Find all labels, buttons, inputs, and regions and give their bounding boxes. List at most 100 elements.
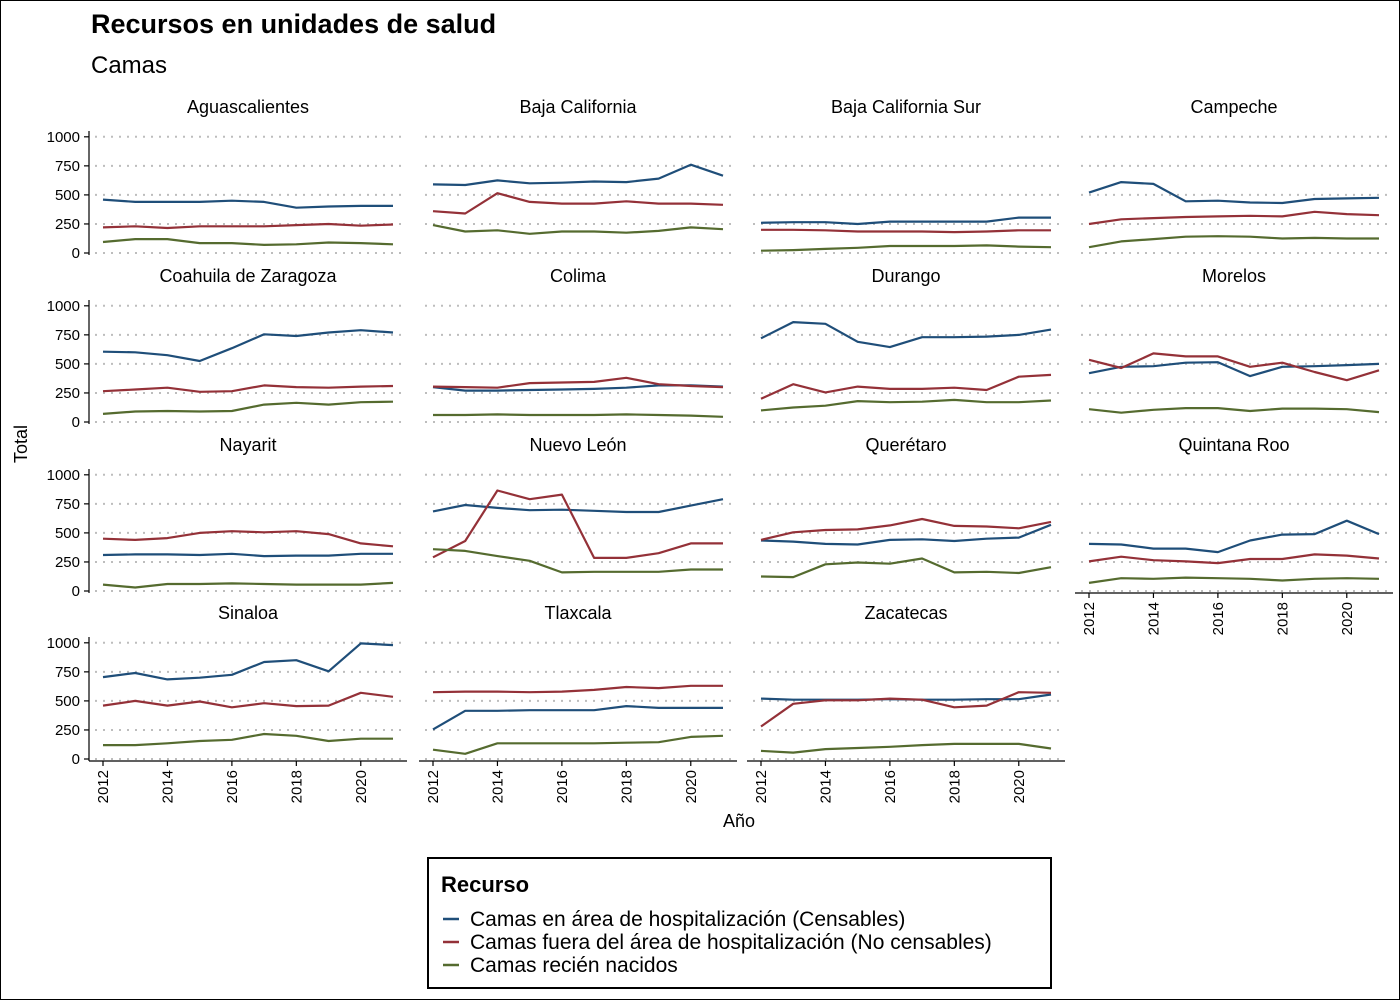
series-line-camas-en-area-de-hospitalizacion-censabl — [432, 704, 723, 731]
series-line-camas-recien-nacidos — [103, 732, 393, 747]
y-tick-label: 250 — [55, 216, 80, 233]
y-tick-label: 250 — [55, 385, 80, 402]
facet-title: Querétaro — [865, 435, 946, 455]
series-line-camas-recien-nacidos — [432, 548, 723, 574]
series-line-camas-recien-nacidos — [1088, 235, 1379, 249]
facet-queretaro: Querétaro — [753, 435, 1065, 592]
y-tick-label: 500 — [55, 187, 80, 204]
legend-entries: Camas en área de hospitalización (Censab… — [443, 908, 992, 977]
x-tick-label: 2016 — [882, 770, 899, 803]
series-line-camas-recien-nacidos — [1088, 576, 1380, 584]
series-line-camas-fuera-del-area-de-hospitalizacion- — [432, 489, 723, 560]
series-line-camas-en-area-de-hospitalizacion-censabl — [102, 552, 393, 558]
x-tick-label: 2012 — [425, 770, 442, 803]
series-line-camas-en-area-de-hospitalizacion-censabl — [432, 498, 724, 514]
series-line-camas-en-area-de-hospitalizacion-censabl — [432, 163, 724, 187]
facet-zacatecas: Zacatecas 2012 2014 2016 2018 2020 — [747, 603, 1065, 803]
facet-morelos: Morelos — [1081, 266, 1393, 423]
series-line-camas-en-area-de-hospitalizacion-censabl — [1088, 181, 1380, 205]
chart-title: Recursos en unidades de salud — [91, 9, 496, 39]
x-tick-label: 2012 — [95, 770, 112, 803]
facet-title: Aguascalientes — [187, 97, 309, 117]
facet-sinaloa: Sinaloa 0 250 500 750 1000 2012 2014 2016 2018 202… — [47, 603, 407, 803]
x-axis-title: Año — [723, 811, 755, 831]
y-tick-label: 750 — [55, 496, 80, 513]
y-tick-label: 0 — [72, 245, 80, 262]
series-line-camas-recien-nacidos — [432, 224, 724, 235]
x-tick-label: 2018 — [946, 770, 963, 803]
series-line-camas-recien-nacidos — [760, 244, 1052, 252]
y-tick-label: 500 — [55, 693, 80, 710]
y-tick-label: 500 — [55, 525, 80, 542]
y-tick-label: 250 — [55, 722, 80, 739]
x-tick-label: 2012 — [1081, 602, 1098, 635]
facet-coahuila-de-zaragoza: Coahuila de Zaragoza 0 250 500 750 1000 — [47, 266, 407, 431]
x-tick-label: 2014 — [817, 770, 834, 803]
facet-durango: Durango — [753, 266, 1065, 423]
facet-campeche: Campeche — [1081, 97, 1393, 254]
series-line-camas-fuera-del-area-de-hospitalizacion- — [432, 192, 724, 215]
facet-tlaxcala: Tlaxcala 2012 2014 2016 2018 2020 — [419, 603, 737, 803]
facet-nayarit: Nayarit 0 250 500 750 1000 — [47, 435, 407, 600]
series-line-camas-recien-nacidos — [433, 413, 724, 418]
series-line-camas-fuera-del-area-de-hospitalizacion- — [102, 222, 394, 230]
y-tick-label: 0 — [72, 414, 80, 431]
series-line-camas-en-area-de-hospitalizacion-censabl — [102, 198, 393, 209]
series-line-camas-recien-nacidos — [102, 581, 394, 589]
y-tick-label: 750 — [55, 664, 80, 681]
facet-title: Durango — [871, 266, 940, 286]
y-tick-label: 0 — [72, 751, 80, 768]
x-tick-label: 2012 — [753, 770, 770, 803]
x-tick-label: 2014 — [159, 770, 176, 803]
series-line-camas-recien-nacidos — [432, 734, 724, 755]
x-tick-label: 2014 — [1145, 602, 1162, 635]
series-line-camas-recien-nacidos — [102, 238, 394, 246]
series-line-camas-en-area-de-hospitalizacion-censabl — [760, 216, 1051, 226]
series-line-camas-fuera-del-area-de-hospitalizacion- — [432, 684, 723, 694]
facet-nuevo-leon: Nuevo León — [425, 435, 737, 592]
x-tick-label: 2020 — [1011, 770, 1028, 803]
series-line-camas-fuera-del-area-de-hospitalizacion- — [432, 376, 724, 389]
facet-title: Quintana Roo — [1178, 435, 1289, 455]
series-line-camas-fuera-del-area-de-hospitalizacion- — [1088, 210, 1380, 226]
legend-item: Camas recién nacidos — [443, 954, 678, 977]
facet-panels: Aguascalientes 0 250 500 750 1000 Baja Califor… — [47, 97, 1393, 803]
series-line-camas-recien-nacidos — [1088, 407, 1380, 414]
y-tick-label: 750 — [55, 327, 80, 344]
series-line-camas-fuera-del-area-de-hospitalizacion- — [760, 691, 1052, 728]
series-line-camas-recien-nacidos — [102, 400, 394, 415]
chart-subtitle: Camas — [91, 52, 167, 79]
y-tick-label: 250 — [55, 554, 80, 571]
series-line-camas-fuera-del-area-de-hospitalizacion- — [760, 517, 1052, 541]
series-line-camas-fuera-del-area-de-hospitalizacion- — [102, 691, 394, 709]
facet-title: Morelos — [1202, 266, 1266, 286]
x-tick-label: 2018 — [288, 770, 305, 803]
y-tick-label: 0 — [72, 583, 80, 600]
facet-title: Baja California — [519, 97, 637, 117]
x-tick-label: 2020 — [353, 770, 370, 803]
facet-title: Baja California Sur — [831, 97, 981, 117]
y-tick-label: 750 — [55, 158, 80, 175]
legend-item: Camas fuera del área de hospitalización … — [443, 931, 992, 954]
series-line-camas-recien-nacidos — [760, 557, 1052, 579]
y-axis-title: Total — [11, 425, 31, 463]
facet-title: Campeche — [1190, 97, 1277, 117]
facet-title: Colima — [550, 266, 607, 286]
facet-baja-california: Baja California — [425, 97, 737, 254]
series-line-camas-en-area-de-hospitalizacion-censabl — [102, 329, 394, 363]
y-tick-label: 500 — [55, 356, 80, 373]
x-tick-label: 2020 — [683, 770, 700, 803]
series-line-camas-en-area-de-hospitalizacion-censabl — [1088, 519, 1380, 554]
x-tick-label: 2018 — [1274, 602, 1291, 635]
series-line-camas-fuera-del-area-de-hospitalizacion- — [1088, 553, 1380, 565]
legend: Recurso Camas en área de hospitalización… — [427, 857, 1052, 989]
series-line-camas-fuera-del-area-de-hospitalizacion- — [1088, 352, 1380, 382]
series-line-camas-en-area-de-hospitalizacion-censabl — [760, 321, 1052, 349]
x-tick-label: 2016 — [1210, 602, 1227, 635]
facet-quintana-roo: Quintana Roo 2012 2014 2016 2018 2020 — [1075, 435, 1393, 635]
x-tick-label: 2016 — [554, 770, 571, 803]
y-tick-label: 1000 — [47, 298, 80, 315]
x-tick-label: 2016 — [224, 770, 241, 803]
facet-title: Zacatecas — [864, 603, 947, 623]
